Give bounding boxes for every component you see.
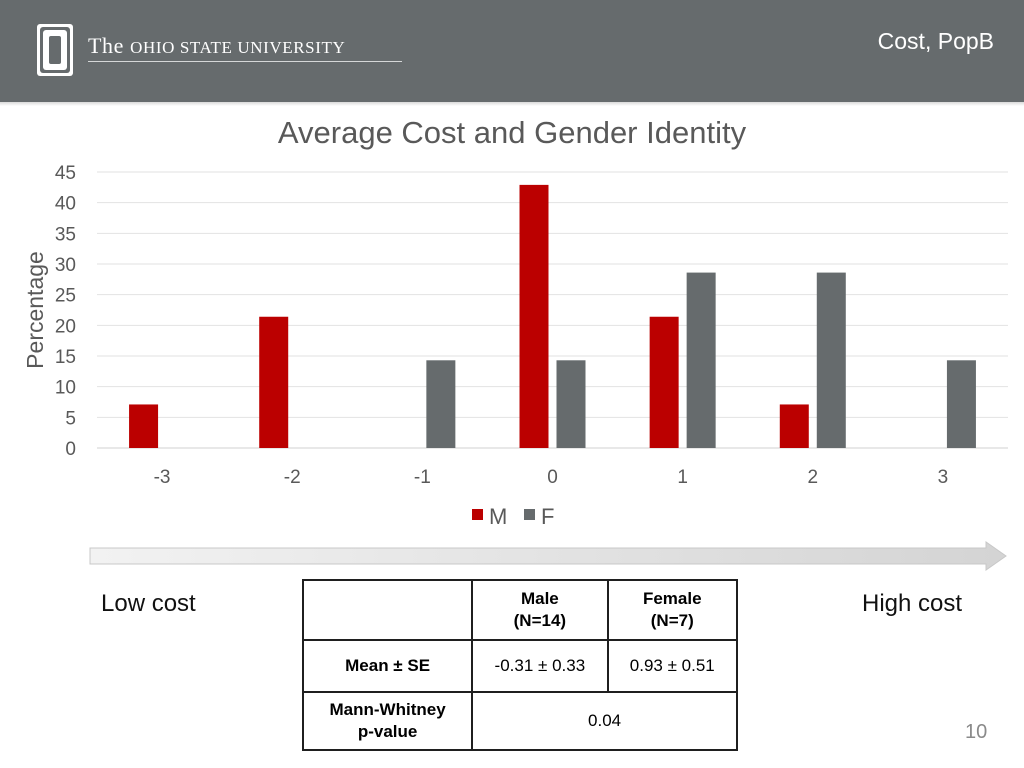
ohio-state-block-o-logo-icon	[37, 24, 73, 76]
bar-chart: Average Cost and Gender Identity Percent…	[22, 115, 1008, 529]
header-bar: The Ohio State University Cost, PopB	[0, 0, 1024, 102]
x-tick-label: -2	[284, 467, 301, 488]
x-tick-label: -1	[414, 467, 431, 488]
stats-table: Male (N=14) Female (N=7) Mean ± SE -0.31…	[301, 579, 739, 751]
table-row: Mann-Whitney p-value 0.04	[301, 691, 738, 751]
y-tick-label: 45	[55, 163, 76, 184]
male-header-cell: Male (N=14)	[471, 579, 609, 641]
female-header-cell: Female (N=7)	[606, 579, 739, 641]
slide-tag: Cost, PopB	[877, 28, 994, 54]
chart-title: Average Cost and Gender Identity	[278, 115, 747, 150]
page-number: 10	[965, 721, 988, 743]
table-corner-cell	[301, 579, 474, 641]
bar-m--3	[129, 404, 159, 448]
bar-f-0	[556, 360, 586, 448]
bar-f-2	[816, 272, 846, 448]
x-tick-label: 1	[677, 467, 688, 488]
bars	[129, 184, 976, 448]
table-row: Mean ± SE -0.31 ± 0.33 0.93 ± 0.51	[301, 639, 739, 693]
bar-m-2	[779, 404, 809, 448]
header-shadow	[0, 102, 1024, 106]
bar-m--2	[259, 316, 289, 448]
y-tick-label: 10	[55, 378, 76, 399]
gridlines	[97, 171, 1008, 449]
bar-m-1	[649, 316, 679, 448]
y-tick-label: 0	[65, 439, 76, 460]
y-axis-label: Percentage	[22, 251, 48, 369]
mann-whitney-label-line1: Mann-Whitney	[329, 699, 446, 719]
legend-label-f: F	[541, 504, 554, 529]
table-header-row: Male (N=14) Female (N=7)	[301, 579, 739, 641]
legend-swatch-m	[472, 509, 483, 520]
y-tick-label: 30	[55, 255, 76, 276]
female-header-label: Female	[642, 588, 702, 608]
legend-label-m: M	[489, 504, 507, 529]
x-tick-labels: -3 -2 -1 0 1 2 3	[154, 467, 949, 488]
bar-f-3	[946, 360, 976, 448]
y-tick-label: 35	[55, 224, 76, 245]
mann-whitney-label-line2: p-value	[357, 722, 418, 741]
male-mean-se: -0.31 ± 0.33	[471, 639, 609, 693]
y-tick-label: 25	[55, 286, 76, 307]
mann-whitney-label: Mann-Whitney p-value	[301, 691, 474, 751]
university-name: The Ohio State University	[88, 33, 345, 59]
x-tick-label: -3	[154, 467, 171, 488]
bar-f--1	[426, 360, 456, 448]
y-tick-label: 40	[55, 194, 76, 215]
low-to-high-arrow-icon	[89, 541, 1007, 571]
mean-se-label: Mean ± SE	[301, 639, 474, 693]
female-header-n: (N=7)	[650, 611, 694, 630]
x-tick-label: 3	[938, 467, 949, 488]
bar-m-0	[519, 184, 549, 448]
high-cost-label: High cost	[862, 590, 963, 617]
p-value: 0.04	[471, 691, 738, 751]
y-tick-label: 5	[65, 408, 76, 429]
bar-f-1	[686, 272, 716, 448]
y-tick-label: 15	[55, 347, 76, 368]
logo-underline	[88, 61, 402, 62]
male-header-label: Male	[520, 588, 559, 608]
low-cost-label: Low cost	[101, 590, 196, 617]
university-name-rest: Ohio State University	[130, 38, 346, 57]
y-tick-label: 20	[55, 316, 76, 337]
x-tick-label: 2	[807, 467, 818, 488]
y-tick-labels: 0 5 10 15 20 25 30 35 40 45	[55, 163, 76, 460]
male-header-n: (N=14)	[513, 611, 567, 630]
university-name-the: The	[88, 33, 125, 58]
female-mean-se: 0.93 ± 0.51	[606, 639, 739, 693]
legend-swatch-f	[524, 509, 535, 520]
x-tick-label: 0	[547, 467, 558, 488]
